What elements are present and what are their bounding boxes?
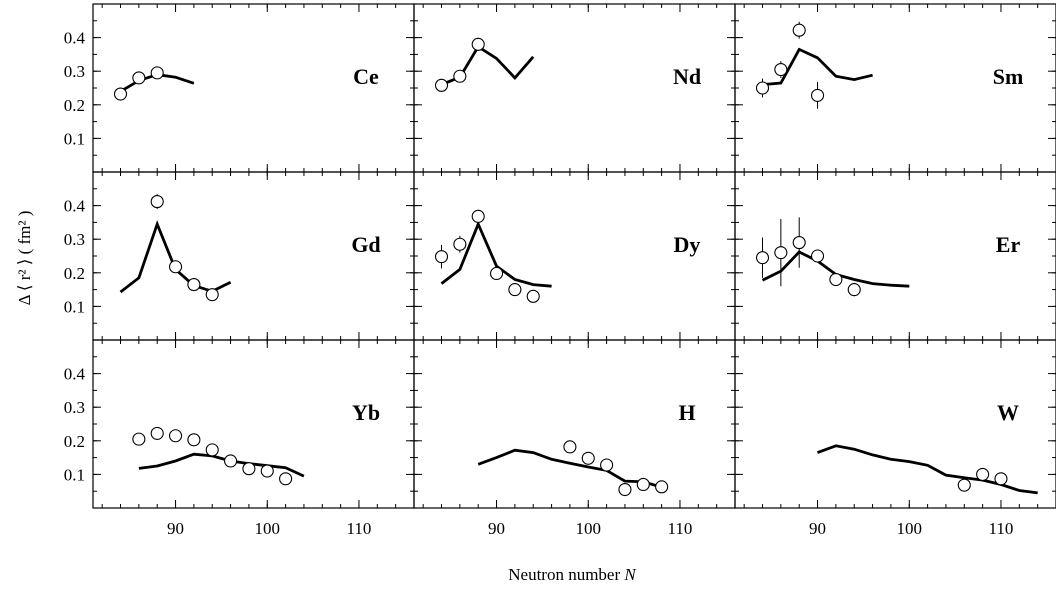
data-point: [976, 467, 990, 481]
y-tick-label: 0.1: [64, 129, 85, 148]
data-point: [434, 250, 449, 264]
data-point: [792, 23, 806, 37]
theory-curve: [138, 452, 305, 478]
data-point: [187, 433, 201, 447]
x-tick-label: 90: [809, 519, 826, 538]
y-tick-label: 0.3: [64, 230, 85, 249]
x-tick-label: 90: [488, 519, 505, 538]
data-point: [205, 288, 219, 302]
element-label: Gd: [351, 232, 380, 257]
element-label: Er: [996, 232, 1021, 257]
y-tick-label: 0.2: [64, 96, 85, 115]
data-point: [242, 462, 256, 476]
x-tick-label: 110: [668, 519, 693, 538]
data-point: [994, 472, 1008, 486]
x-tick-label: 100: [255, 519, 281, 538]
x-tick-label: 110: [989, 519, 1014, 538]
panel-sm: Sm: [734, 3, 1056, 173]
data-point: [755, 81, 770, 95]
data-point: [618, 482, 632, 497]
panel-gd: 0.1 0.2 0.3 0.4 Gd: [64, 171, 415, 341]
element-label: W: [997, 400, 1019, 425]
data-point: [810, 88, 825, 102]
x-axis-label-var: N: [623, 565, 637, 584]
element-label: H: [678, 400, 695, 425]
data-point: [755, 251, 770, 265]
panel-nd: Nd: [413, 3, 736, 173]
y-tick-label: 0.1: [64, 465, 85, 484]
x-axis-label: Neutron number N: [508, 565, 637, 584]
data-point: [168, 429, 183, 443]
panel-ce: 0.1 0.2 0.3 0.4 Ce: [64, 3, 415, 173]
x-tick-label: 100: [897, 519, 923, 538]
y-tick-label: 0.3: [64, 62, 85, 81]
element-label: Dy: [674, 232, 701, 257]
panel-h: 90 100 110 H: [413, 339, 736, 538]
y-tick-label: 0.4: [64, 29, 86, 48]
theory-curve: [119, 220, 232, 294]
data-point: [150, 195, 164, 209]
y-axis-label: Δ ⟨ r² ⟩ ( fm² ): [15, 211, 34, 306]
panel-er: Er: [734, 171, 1056, 341]
data-point: [187, 278, 201, 292]
data-point: [508, 283, 522, 297]
y-tick-label: 0.4: [64, 197, 86, 216]
panel-grid: 0.10.20.30.4Ce Nd Sm0.10.20.30.4Gd Dy Er0.10…: [64, 3, 1056, 538]
theory-curve: [440, 220, 552, 288]
data-point: [655, 480, 669, 494]
x-tick-label: 100: [576, 519, 602, 538]
data-point: [224, 454, 238, 468]
data-point: [434, 78, 449, 92]
panel-w: 90 100 110 W: [734, 339, 1056, 538]
data-point: [471, 209, 485, 223]
data-point: [957, 478, 971, 492]
data-point: [205, 443, 219, 457]
data-point: [636, 477, 650, 492]
data-point: [526, 289, 540, 303]
x-tick-label: 90: [167, 519, 184, 538]
theory-curve: [477, 448, 662, 489]
y-tick-label: 0.2: [64, 432, 85, 451]
data-point: [847, 283, 861, 297]
data-point: [792, 236, 806, 250]
x-tick-label: 110: [347, 519, 372, 538]
y-tick-label: 0.4: [64, 365, 86, 384]
y-tick-label: 0.1: [64, 297, 85, 316]
data-point: [471, 37, 485, 51]
data-point: [563, 440, 577, 454]
theory-curve: [762, 47, 873, 86]
theory-curve: [817, 444, 1038, 495]
x-axis-label-text: Neutron number: [508, 565, 624, 584]
data-point: [150, 66, 164, 80]
data-point: [600, 458, 614, 472]
data-point: [489, 266, 504, 281]
data-point: [453, 69, 467, 83]
panel-yb: 0.1 0.2 0.3 0.4 90 100 110 Yb: [64, 339, 415, 538]
element-label: Sm: [993, 64, 1024, 89]
data-point: [829, 272, 843, 287]
panel-dy: Dy: [413, 171, 736, 341]
data-point: [132, 432, 146, 446]
data-point: [774, 246, 788, 260]
data-point: [581, 451, 595, 465]
data-point: [132, 71, 146, 85]
data-point: [113, 87, 128, 101]
y-tick-label: 0.2: [64, 264, 85, 283]
data-point: [150, 426, 164, 440]
data-point: [453, 237, 467, 251]
element-label: Yb: [352, 400, 380, 425]
y-tick-label: 0.3: [64, 398, 85, 417]
element-label: Nd: [673, 64, 701, 89]
data-point: [260, 464, 274, 478]
data-point: [168, 260, 183, 274]
element-label: Ce: [353, 64, 379, 89]
data-point: [774, 62, 788, 77]
data-point: [810, 249, 825, 263]
data-point: [279, 472, 293, 486]
